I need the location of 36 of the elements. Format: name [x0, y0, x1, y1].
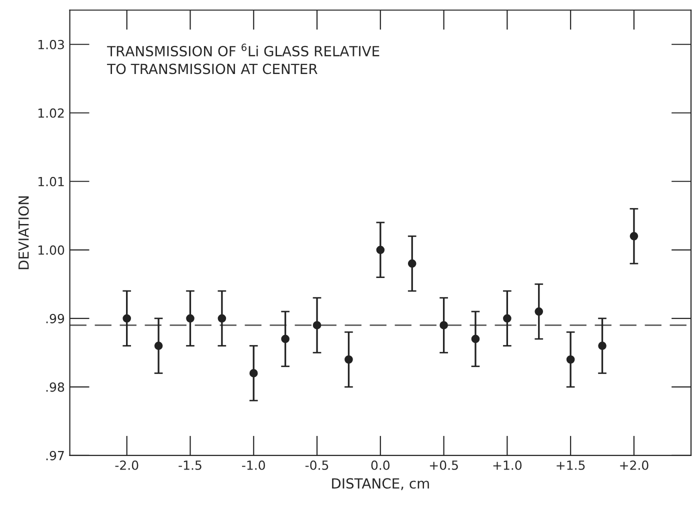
y-tick-label: .97 — [46, 450, 64, 460]
point — [281, 334, 290, 344]
y-tick-label: .99 — [46, 314, 64, 324]
point — [630, 232, 638, 240]
x-tick-label: +1.5 — [556, 460, 585, 470]
x-tick-label: +0.5 — [430, 460, 458, 470]
point — [376, 246, 385, 254]
x-tick-label: +1.0 — [493, 460, 522, 470]
point — [566, 355, 575, 364]
x-tick-label: +2.0 — [620, 460, 648, 470]
y-tick-label: 1.01 — [38, 176, 64, 186]
y-tick-label: 1.02 — [38, 108, 64, 118]
y-axis-title: DEVIATION — [18, 196, 29, 270]
x-axis-title: DISTANCE, cm — [332, 478, 429, 490]
point — [503, 314, 512, 323]
y-tick-label: 1.00 — [38, 245, 64, 255]
point — [312, 321, 322, 330]
point — [154, 342, 163, 350]
point — [122, 314, 132, 323]
point — [344, 355, 353, 364]
annotation: TRANSMISSION OF $^{6}$Li GLASS RELATIVE TO TRANSMISSION AT CENTER — [107, 44, 380, 74]
point — [218, 314, 226, 323]
y-tick-label: 1.03 — [38, 40, 64, 50]
x-tick-label: -0.5 — [305, 460, 328, 470]
x-tick-label: -2.0 — [115, 460, 138, 470]
x-tick-label: -1.0 — [242, 460, 265, 470]
point — [471, 334, 480, 344]
point — [186, 314, 194, 323]
point — [534, 307, 544, 316]
x-tick-label: 0.0 — [371, 460, 390, 470]
x-tick-label: -1.5 — [178, 460, 202, 470]
point — [598, 342, 606, 350]
y-tick-label: .98 — [46, 382, 64, 392]
point — [249, 369, 258, 378]
point — [440, 321, 448, 330]
point — [408, 259, 416, 268]
